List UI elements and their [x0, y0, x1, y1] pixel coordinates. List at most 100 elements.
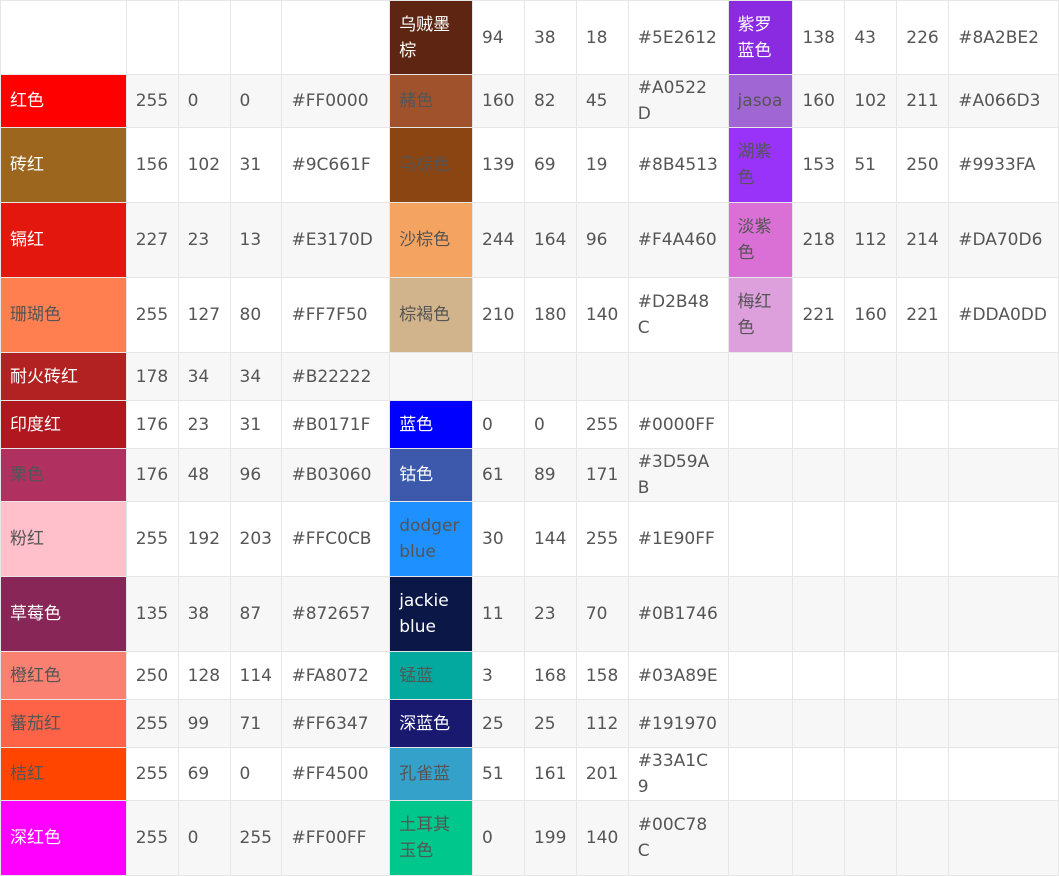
g-value-cell: 38 [177, 576, 231, 652]
color-name-cell: 草莓色 [0, 576, 127, 652]
table-row: 桔红 255 69 0 #FF4500 孔雀蓝 51 161 201 #33A1C9 [0, 747, 1059, 801]
hex-cell [948, 448, 1059, 502]
g-value-cell: 127 [177, 277, 231, 353]
b-value-cell [896, 448, 950, 502]
g-value-cell [844, 400, 898, 449]
hex-cell: #191970 [627, 699, 729, 748]
r-value-cell [792, 800, 846, 876]
b-value-cell [896, 352, 950, 401]
g-value-cell [844, 651, 898, 700]
g-value-cell: 89 [523, 448, 577, 502]
r-value-cell [792, 400, 846, 449]
color-name-cell: 印度红 [0, 400, 127, 449]
table-row: 耐火砖红 178 34 34 #B22222 [0, 352, 1059, 401]
g-value-cell: 69 [523, 127, 577, 203]
b-value-cell: 80 [229, 277, 283, 353]
g-value-cell: 51 [844, 127, 898, 203]
b-value-cell [896, 651, 950, 700]
r-value-cell: 255 [125, 800, 179, 876]
hex-cell [281, 0, 391, 75]
hex-cell: #F4A460 [627, 202, 729, 278]
b-value-cell: 255 [575, 501, 629, 577]
hex-cell [948, 747, 1059, 801]
hex-cell: #DA70D6 [948, 202, 1059, 278]
b-value-cell: 96 [229, 448, 283, 502]
r-value-cell: 255 [125, 277, 179, 353]
color-name-cell: 紫罗蓝色 [727, 0, 794, 75]
hex-cell: #9933FA [948, 127, 1059, 203]
hex-cell: #33A1C9 [627, 747, 729, 801]
g-value-cell: 0 [177, 800, 231, 876]
r-value-cell [792, 352, 846, 401]
hex-cell: #D2B48C [627, 277, 729, 353]
g-value-cell: 161 [523, 747, 577, 801]
color-name-cell: 镉红 [0, 202, 127, 278]
hex-cell: #0B1746 [627, 576, 729, 652]
g-value-cell: 164 [523, 202, 577, 278]
g-value-cell [844, 501, 898, 577]
color-name-cell: jackie blue [389, 576, 474, 652]
hex-cell: #A0522D [627, 74, 729, 128]
color-name-cell: 钴色 [389, 448, 474, 502]
table-row: 橙红色 250 128 114 #FA8072 锰蓝 3 168 158 #03A89E [0, 651, 1059, 700]
hex-cell [948, 576, 1059, 652]
b-value-cell: 70 [575, 576, 629, 652]
g-value-cell: 99 [177, 699, 231, 748]
g-value-cell: 38 [523, 0, 577, 75]
hex-cell: #FF0000 [281, 74, 391, 128]
g-value-cell: 43 [844, 0, 898, 75]
hex-cell [627, 352, 729, 401]
r-value-cell: 153 [792, 127, 846, 203]
color-name-cell [389, 352, 474, 401]
hex-cell: #FF00FF [281, 800, 391, 876]
color-name-cell: 砖红 [0, 127, 127, 203]
color-name-cell: 淡紫色 [727, 202, 794, 278]
color-name-cell [727, 501, 794, 577]
b-value-cell: 255 [229, 800, 283, 876]
color-name-cell: 蕃茄红 [0, 699, 127, 748]
b-value-cell: 13 [229, 202, 283, 278]
color-name-cell: 梅红色 [727, 277, 794, 353]
r-value-cell [792, 699, 846, 748]
hex-cell: #0000FF [627, 400, 729, 449]
r-value-cell [792, 747, 846, 801]
b-value-cell: 201 [575, 747, 629, 801]
b-value-cell: 0 [229, 74, 283, 128]
b-value-cell: 214 [896, 202, 950, 278]
b-value-cell: 31 [229, 127, 283, 203]
b-value-cell [896, 699, 950, 748]
b-value-cell: 171 [575, 448, 629, 502]
g-value-cell: 199 [523, 800, 577, 876]
g-value-cell [844, 448, 898, 502]
g-value-cell: 102 [177, 127, 231, 203]
color-name-cell [727, 800, 794, 876]
b-value-cell: 221 [896, 277, 950, 353]
hex-cell: #E3170D [281, 202, 391, 278]
b-value-cell: 96 [575, 202, 629, 278]
g-value-cell: 144 [523, 501, 577, 577]
hex-cell: #FF4500 [281, 747, 391, 801]
r-value-cell [792, 448, 846, 502]
g-value-cell: 69 [177, 747, 231, 801]
hex-cell [948, 800, 1059, 876]
b-value-cell: 140 [575, 277, 629, 353]
hex-cell: #8B4513 [627, 127, 729, 203]
hex-cell: #DDA0DD [948, 277, 1059, 353]
r-value-cell: 221 [792, 277, 846, 353]
b-value-cell: 255 [575, 400, 629, 449]
table-row: 蕃茄红 255 99 71 #FF6347 深蓝色 25 25 112 #191970 [0, 699, 1059, 748]
hex-cell: #1E90FF [627, 501, 729, 577]
color-name-cell [727, 747, 794, 801]
r-value-cell: 94 [472, 0, 525, 75]
hex-cell [948, 400, 1059, 449]
hex-cell: #9C661F [281, 127, 391, 203]
b-value-cell [896, 501, 950, 577]
hex-cell: #5E2612 [627, 0, 729, 75]
color-name-cell: 桔红 [0, 747, 127, 801]
r-value-cell [125, 0, 179, 75]
table-row: 乌贼墨棕 94 38 18 #5E2612 紫罗蓝色 138 43 226 #8A2BE2 [0, 0, 1059, 75]
hex-cell: #FFC0CB [281, 501, 391, 577]
r-value-cell: 3 [472, 651, 525, 700]
b-value-cell: 87 [229, 576, 283, 652]
r-value-cell [792, 501, 846, 577]
